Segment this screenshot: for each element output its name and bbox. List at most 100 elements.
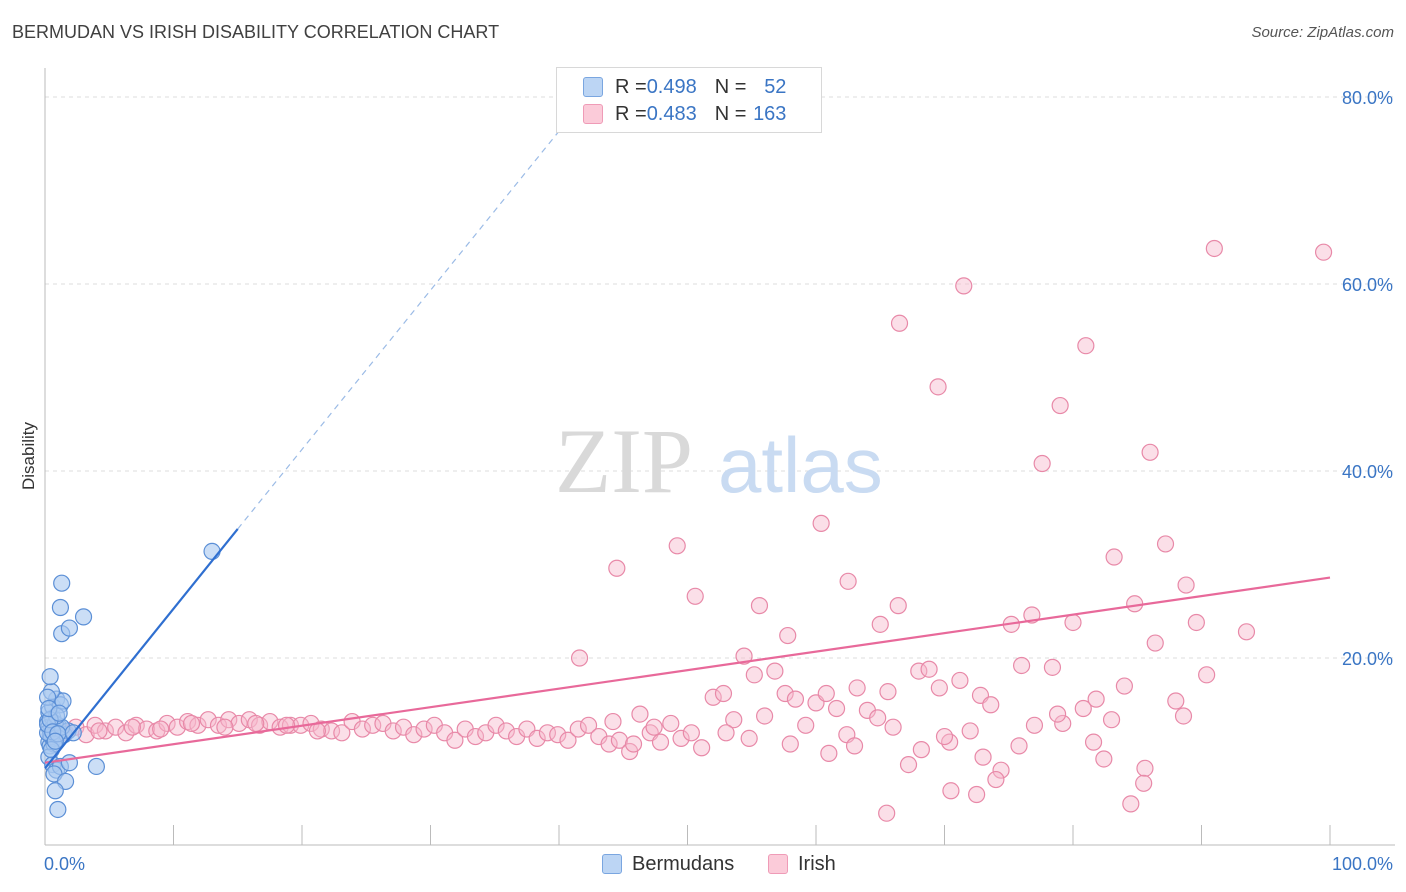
irish-point bbox=[982, 696, 1000, 714]
irish-point bbox=[600, 735, 618, 753]
tick-labels: 20.0% 40.0% 60.0% 80.0% 0.0% 100.0% bbox=[44, 88, 1393, 874]
irish-point bbox=[1314, 243, 1333, 261]
data-points bbox=[38, 239, 1333, 822]
irish-point bbox=[817, 684, 835, 703]
irish-point bbox=[1198, 666, 1216, 684]
irish-point bbox=[869, 709, 887, 727]
irish-point bbox=[672, 729, 690, 748]
irish-point bbox=[1167, 692, 1185, 710]
irish-point bbox=[1136, 759, 1154, 777]
irish-point bbox=[740, 729, 758, 748]
irish-point bbox=[735, 647, 753, 665]
irish-point bbox=[333, 724, 351, 742]
irish-point bbox=[1095, 750, 1113, 768]
irish-point bbox=[766, 662, 784, 680]
legend-swatch-bermudans bbox=[583, 77, 603, 97]
irish-point bbox=[776, 684, 794, 703]
irish-point bbox=[189, 716, 207, 734]
bermudan-point bbox=[46, 732, 64, 750]
bermudan-point bbox=[46, 782, 64, 800]
watermark-atlas: atlas bbox=[718, 421, 883, 509]
irish-point bbox=[929, 378, 947, 396]
irish-point bbox=[884, 718, 902, 736]
bottom-legend-bermudans: Bermudans bbox=[602, 852, 734, 876]
irish-point bbox=[107, 718, 125, 736]
irish-point bbox=[779, 626, 797, 645]
irish-point bbox=[845, 737, 864, 755]
irish-point bbox=[820, 744, 838, 762]
legend-n-label: N = bbox=[714, 75, 747, 98]
chart-source: Source: ZipAtlas.com bbox=[1251, 24, 1394, 41]
y-tick-label: 40.0% bbox=[1342, 462, 1393, 482]
irish-point bbox=[1054, 714, 1072, 733]
irish-point bbox=[1237, 623, 1256, 641]
irish-point bbox=[890, 314, 909, 332]
bermudan-point bbox=[60, 754, 79, 772]
irish-point bbox=[1064, 613, 1082, 632]
irish-point bbox=[604, 712, 622, 731]
irish-point bbox=[415, 720, 433, 738]
irish-point bbox=[446, 731, 464, 749]
irish-point bbox=[569, 720, 587, 738]
irish-point bbox=[1187, 613, 1205, 632]
grid-lines bbox=[45, 96, 1395, 659]
bottom-legend-swatch-irish bbox=[768, 854, 788, 874]
irish-point bbox=[682, 724, 700, 742]
irish-point bbox=[247, 714, 265, 733]
irish-point bbox=[992, 761, 1010, 779]
irish-point bbox=[182, 714, 201, 733]
irish-point bbox=[1115, 677, 1134, 695]
irish-point bbox=[199, 711, 217, 729]
irish-point bbox=[1074, 699, 1092, 718]
irish-point bbox=[1010, 737, 1028, 755]
irish-point bbox=[974, 748, 992, 766]
irish-point bbox=[466, 727, 485, 746]
irish-trend-line bbox=[44, 576, 1331, 764]
irish-point bbox=[827, 699, 846, 718]
irish-point bbox=[955, 277, 973, 295]
legend-r-label: R = bbox=[615, 75, 647, 98]
irish-point bbox=[624, 735, 643, 753]
chart-title: BERMUDAN VS IRISH DISABILITY CORRELATION… bbox=[12, 22, 500, 42]
irish-point bbox=[1122, 795, 1140, 813]
irish-point bbox=[878, 804, 896, 822]
irish-point bbox=[645, 718, 663, 736]
irish-point bbox=[725, 711, 743, 729]
irish-point bbox=[1087, 690, 1105, 708]
irish-point bbox=[1012, 656, 1031, 675]
irish-point bbox=[942, 782, 960, 800]
irish-point bbox=[889, 597, 907, 615]
irish-point bbox=[1146, 634, 1164, 652]
irish-point bbox=[750, 597, 769, 615]
legend-r-label: R = bbox=[615, 102, 647, 125]
irish-point bbox=[839, 572, 857, 590]
irish-point bbox=[899, 755, 918, 774]
irish-point bbox=[216, 718, 234, 736]
irish-point bbox=[353, 720, 371, 738]
watermark: ZIP atlas bbox=[555, 410, 883, 512]
irish-point bbox=[951, 671, 969, 690]
legend-row-irish: R = 0.483 N = 163 bbox=[583, 101, 786, 127]
irish-point bbox=[848, 679, 866, 697]
irish-point bbox=[781, 735, 799, 753]
bottom-legend-swatch-bermudans bbox=[602, 854, 622, 874]
irish-point bbox=[879, 683, 897, 701]
irish-point bbox=[693, 739, 711, 757]
irish-point bbox=[651, 733, 670, 751]
irish-point bbox=[610, 731, 628, 749]
irish-point bbox=[1084, 733, 1103, 751]
y-tick-label: 80.0% bbox=[1342, 88, 1393, 108]
trend-lines bbox=[44, 75, 1331, 770]
irish-point bbox=[686, 587, 704, 605]
irish-point bbox=[1205, 239, 1223, 258]
irish-point bbox=[152, 720, 170, 738]
irish-point bbox=[662, 714, 680, 733]
irish-point bbox=[1177, 576, 1195, 594]
irish-point bbox=[230, 714, 248, 733]
watermark-zip: ZIP bbox=[555, 410, 693, 512]
irish-point bbox=[528, 729, 546, 748]
irish-point bbox=[1102, 711, 1121, 729]
bermudan-point bbox=[50, 704, 68, 722]
irish-point bbox=[745, 666, 763, 684]
irish-point bbox=[987, 770, 1005, 789]
